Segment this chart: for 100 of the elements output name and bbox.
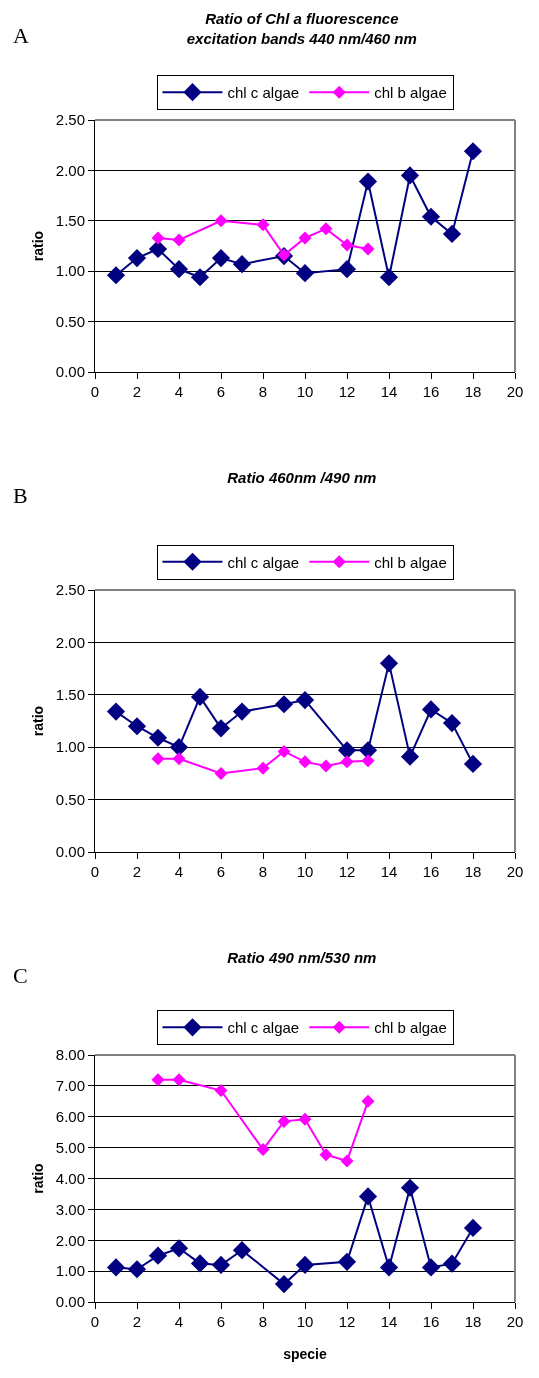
point xyxy=(214,1084,228,1098)
point xyxy=(169,738,189,757)
y-axis-title: ratio xyxy=(30,705,47,737)
point xyxy=(442,224,462,243)
point xyxy=(211,719,231,738)
point xyxy=(232,702,252,721)
x-tick-label: 2 xyxy=(132,863,142,880)
text: C xyxy=(13,963,28,988)
x-tick-label: 6 xyxy=(216,1313,226,1330)
x-tick-label: 2 xyxy=(132,1313,142,1330)
point xyxy=(169,260,189,279)
point xyxy=(172,752,186,766)
point xyxy=(442,1254,462,1273)
point xyxy=(361,242,375,256)
point xyxy=(361,754,375,768)
x-tick-label: 8 xyxy=(258,863,268,880)
chart-title: Ratio 460nm /490 nm xyxy=(227,468,377,486)
y-tick-label: 0.00 xyxy=(55,1293,85,1311)
y-tick-label: 1.50 xyxy=(55,686,85,704)
x-tick-label: 8 xyxy=(258,1313,268,1330)
legend-label: chl b algae xyxy=(374,1019,447,1037)
y-tick-label: 2.00 xyxy=(55,1231,85,1249)
x-tick-label: 0 xyxy=(90,1313,100,1330)
point xyxy=(358,172,378,191)
legend-label: chl c algae xyxy=(227,1019,300,1037)
point xyxy=(319,1148,333,1162)
x-tick-label: 12 xyxy=(338,1313,356,1330)
x-tick-label: 16 xyxy=(422,1313,440,1330)
point xyxy=(421,700,441,719)
point xyxy=(232,1241,252,1260)
x-tick-label: 20 xyxy=(506,863,524,880)
y-tick-label: 7.00 xyxy=(55,1077,85,1095)
point xyxy=(127,717,147,736)
chart-title: Ratio 490 nm/530 nm xyxy=(227,948,377,966)
y-tick-label: 5.00 xyxy=(55,1138,85,1156)
x-tick-label: 14 xyxy=(380,383,398,400)
point xyxy=(337,260,357,279)
point xyxy=(400,166,420,185)
x-tick-label: 8 xyxy=(258,383,268,400)
point xyxy=(148,728,168,747)
x-tick-label: 16 xyxy=(422,863,440,880)
y-axis-title: ratio xyxy=(30,230,47,262)
point xyxy=(421,207,441,226)
point xyxy=(256,1142,270,1156)
y-tick-label: 6.00 xyxy=(55,1108,85,1125)
x-axis-title: specie xyxy=(283,1346,327,1363)
y-tick-label: 0.50 xyxy=(55,790,85,808)
point xyxy=(340,755,354,769)
point xyxy=(277,1114,291,1128)
point xyxy=(211,249,231,268)
point xyxy=(319,759,333,773)
y-tick-label: 4.00 xyxy=(55,1169,85,1187)
point xyxy=(214,766,228,780)
y-tick-label: 1.00 xyxy=(55,1262,85,1280)
point xyxy=(148,1246,168,1265)
point xyxy=(172,1073,186,1087)
y-tick-label: 1.50 xyxy=(55,212,85,230)
x-tick-label: 16 xyxy=(422,383,440,400)
point xyxy=(361,1094,375,1108)
y-tick-label: 2.00 xyxy=(55,161,85,179)
legend-label: chl b algae xyxy=(374,553,447,571)
point xyxy=(337,741,357,760)
point xyxy=(106,266,126,285)
x-tick-label: 18 xyxy=(464,383,482,400)
point xyxy=(400,747,420,766)
legend-label: chl b algae xyxy=(374,84,447,102)
point xyxy=(358,1187,378,1206)
y-tick-label: 0.50 xyxy=(55,312,85,330)
point xyxy=(148,239,168,259)
point xyxy=(274,695,294,714)
point xyxy=(190,268,210,287)
x-tick-label: 0 xyxy=(90,863,100,880)
x-tick-label: 20 xyxy=(506,1313,524,1330)
y-axis-title: ratio xyxy=(30,1163,47,1194)
point xyxy=(256,218,270,232)
point xyxy=(295,690,315,710)
point xyxy=(298,231,312,245)
point xyxy=(190,687,210,706)
point xyxy=(295,1255,315,1275)
x-tick-label: 4 xyxy=(174,863,184,880)
point xyxy=(190,1254,210,1273)
y-tick-label: 2.50 xyxy=(55,581,85,599)
x-tick-label: 0 xyxy=(90,383,100,400)
text: A xyxy=(13,23,29,48)
point xyxy=(169,1239,189,1258)
y-tick-label: 2.50 xyxy=(55,111,85,129)
y-tick-label: 3.00 xyxy=(55,1200,85,1218)
point xyxy=(463,754,483,774)
point xyxy=(421,1258,441,1277)
point xyxy=(295,264,315,283)
x-tick-label: 10 xyxy=(296,1313,314,1330)
point xyxy=(232,255,252,274)
point xyxy=(256,761,270,775)
x-tick-label: 2 xyxy=(132,383,142,400)
x-tick-label: 14 xyxy=(380,1313,398,1330)
point xyxy=(127,1260,147,1279)
x-tick-label: 20 xyxy=(506,383,524,400)
y-tick-label: 8.00 xyxy=(55,1046,85,1064)
point xyxy=(442,714,462,733)
point xyxy=(151,752,165,766)
